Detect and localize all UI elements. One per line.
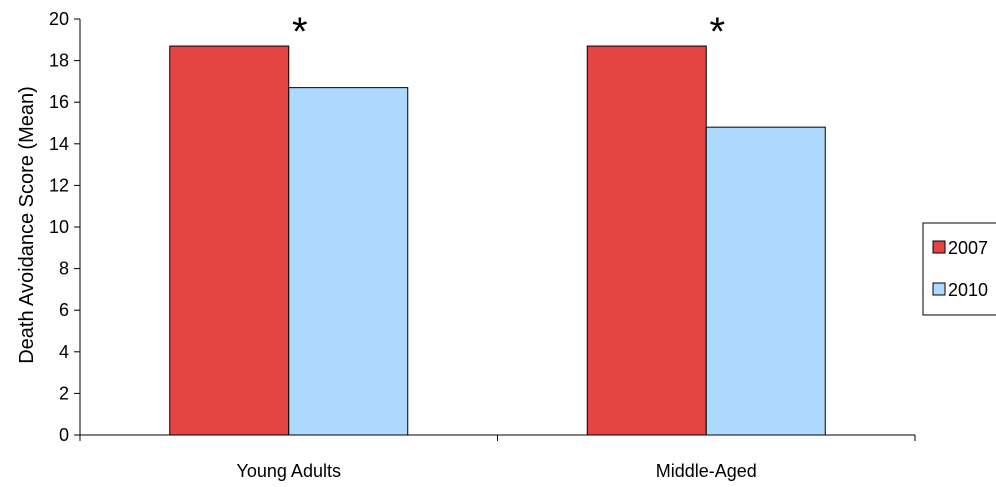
bar-2007-middle-aged (586, 45, 707, 436)
y-tick-label: 0 (59, 425, 69, 445)
bars (169, 45, 826, 436)
y-tick-label: 12 (49, 175, 69, 195)
y-tick-label: 18 (49, 51, 69, 71)
y-tick-label: 10 (49, 217, 69, 237)
y-tick-label: 2 (59, 383, 69, 403)
y-axis: 0 2 4 6 8 10 12 14 16 18 20 (49, 9, 81, 445)
legend-label-2007: 2007 (948, 238, 988, 258)
legend: 2007 2010 (922, 222, 996, 316)
y-tick-label: 4 (59, 342, 69, 362)
x-category-label: Young Adults (237, 461, 341, 481)
y-axis-label: Death Avoidance Score (Mean) (16, 86, 38, 364)
y-tick-label: 20 (49, 9, 69, 29)
legend-label-2010: 2010 (948, 280, 988, 300)
y-tick-label: 16 (49, 92, 69, 112)
bar-2010-young-adults (288, 87, 409, 436)
bar-2007-young-adults (169, 45, 290, 436)
y-tick-label: 6 (59, 300, 69, 320)
annotations: * * (292, 10, 725, 54)
x-category-label: Middle-Aged (656, 461, 757, 481)
bar-2010-middle-aged (705, 126, 826, 436)
legend-swatch-2010 (932, 282, 946, 296)
x-axis: Young Adults Middle-Aged (79, 434, 916, 481)
y-tick-label: 14 (49, 134, 69, 154)
legend-swatch-2007 (932, 240, 946, 254)
significance-asterisk: * (709, 10, 725, 54)
significance-asterisk: * (292, 10, 308, 54)
y-tick-label: 8 (59, 259, 69, 279)
legend-box (922, 222, 996, 316)
